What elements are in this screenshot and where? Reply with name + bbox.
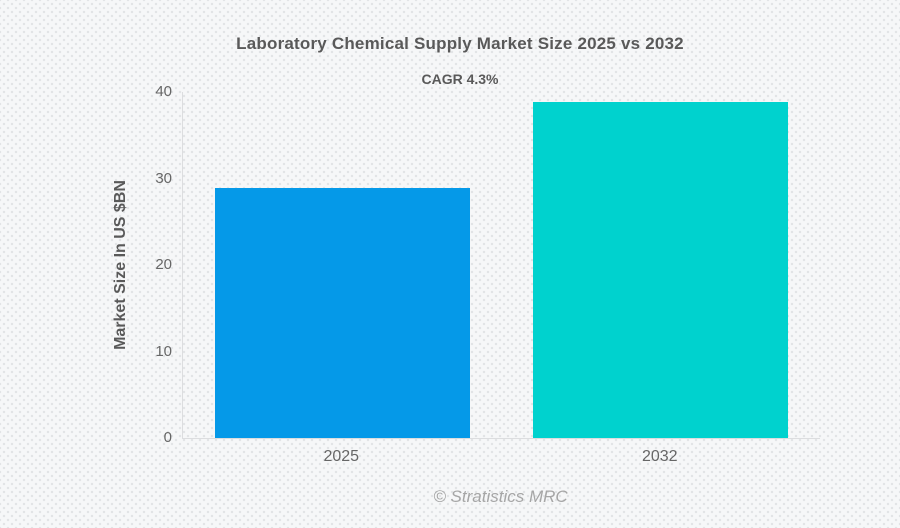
x-tick-2025: 2025 <box>323 448 360 465</box>
chart-subtitle-cagr: CAGR 4.3% <box>421 71 499 87</box>
y-tick-0: 0 <box>163 429 172 446</box>
y-axis-tick-labels: 0 10 20 30 40 <box>0 84 172 446</box>
x-axis-tick-labels: 2025 2032 <box>182 448 819 466</box>
y-tick-40: 40 <box>155 83 172 100</box>
chart-title: Laboratory Chemical Supply Market Size 2… <box>236 34 684 53</box>
x-tick-2032: 2032 <box>641 448 678 465</box>
y-tick-30: 30 <box>155 169 172 187</box>
y-tick-10: 10 <box>155 342 172 360</box>
plot-area <box>182 92 820 439</box>
bar-band-2032 <box>502 92 821 438</box>
y-tick-20: 20 <box>155 256 172 273</box>
bar-band-2025 <box>183 92 502 438</box>
bar-2025 <box>214 188 470 438</box>
source-credit: © Stratistics MRC <box>433 487 568 506</box>
bar-2032 <box>533 102 789 438</box>
bar-series <box>183 92 820 438</box>
